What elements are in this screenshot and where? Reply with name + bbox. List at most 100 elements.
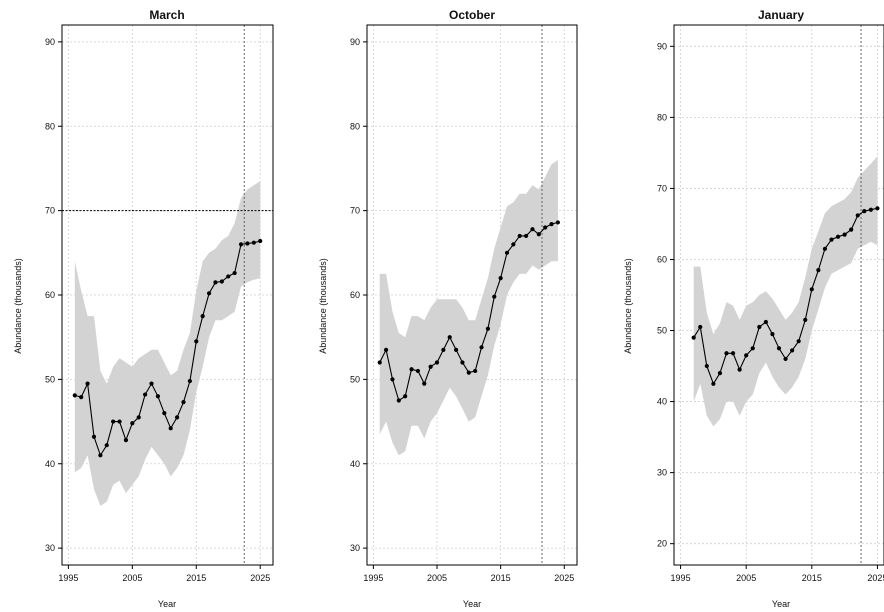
data-point bbox=[377, 360, 382, 365]
data-point bbox=[136, 415, 141, 420]
panel-title: March bbox=[149, 8, 184, 22]
data-point bbox=[226, 274, 231, 279]
y-axis-label: Abundance (thousands) bbox=[623, 258, 633, 354]
y-tick-label: 30 bbox=[657, 468, 667, 478]
data-point bbox=[258, 238, 263, 244]
data-point bbox=[796, 339, 801, 344]
data-point bbox=[200, 313, 205, 319]
x-tick-label: 2025 bbox=[554, 573, 574, 583]
x-tick-label: 2015 bbox=[802, 573, 822, 583]
x-tick-label: 1995 bbox=[58, 573, 78, 583]
data-point bbox=[842, 232, 847, 237]
y-tick-label: 90 bbox=[350, 37, 360, 47]
x-axis-label: Year bbox=[158, 599, 176, 609]
data-point bbox=[835, 234, 841, 239]
data-point bbox=[409, 367, 414, 372]
data-point bbox=[479, 345, 484, 350]
data-point bbox=[875, 206, 880, 211]
data-point bbox=[187, 378, 192, 384]
data-point bbox=[498, 276, 503, 281]
data-point bbox=[492, 294, 497, 299]
panel-title: January bbox=[758, 8, 804, 22]
data-point bbox=[396, 398, 401, 403]
y-tick-label: 80 bbox=[657, 112, 667, 122]
y-tick-label: 70 bbox=[657, 183, 667, 193]
data-point bbox=[862, 209, 867, 214]
panel-title: October bbox=[449, 8, 495, 22]
data-point bbox=[517, 233, 522, 239]
confidence-band bbox=[379, 160, 558, 456]
data-point bbox=[704, 363, 709, 369]
data-point bbox=[85, 381, 90, 386]
y-tick-label: 20 bbox=[657, 539, 667, 549]
x-tick-label: 2015 bbox=[186, 573, 206, 583]
data-point bbox=[149, 381, 154, 386]
panel-january: January Year Abundance (thousands) 20 30 4… bbox=[623, 8, 884, 609]
data-point bbox=[744, 353, 749, 358]
x-axis-label: Year bbox=[772, 599, 790, 609]
data-point bbox=[790, 348, 795, 353]
data-point bbox=[750, 346, 755, 351]
data-point bbox=[123, 438, 129, 443]
data-point bbox=[868, 207, 873, 212]
data-point bbox=[829, 237, 834, 242]
panel-march: March Year Abundance (thousands) 30 40 50 6… bbox=[13, 8, 274, 609]
data-point bbox=[691, 335, 696, 340]
data-point bbox=[466, 370, 471, 375]
y-tick-label: 80 bbox=[350, 121, 360, 131]
y-tick-label: 50 bbox=[657, 326, 667, 336]
data-point bbox=[485, 326, 491, 331]
y-tick-label: 60 bbox=[657, 254, 667, 264]
data-point bbox=[162, 411, 167, 416]
data-point bbox=[724, 351, 729, 356]
confidence-band bbox=[693, 156, 878, 427]
y-tick-label: 40 bbox=[45, 459, 55, 469]
x-tick-label: 1995 bbox=[363, 573, 383, 583]
data-point bbox=[473, 368, 478, 374]
data-point bbox=[434, 360, 440, 365]
data-point bbox=[698, 324, 703, 330]
x-tick-label: 2005 bbox=[427, 573, 447, 583]
y-tick-label: 80 bbox=[45, 121, 55, 131]
data-point bbox=[504, 250, 510, 255]
data-point bbox=[206, 291, 212, 296]
data-point bbox=[168, 426, 173, 431]
data-point bbox=[447, 335, 452, 340]
data-point bbox=[251, 240, 256, 245]
data-point bbox=[174, 415, 180, 420]
y-tick-label: 70 bbox=[350, 206, 360, 216]
y-tick-label: 60 bbox=[45, 290, 55, 300]
data-point bbox=[555, 220, 561, 225]
data-point bbox=[422, 381, 427, 386]
data-point bbox=[232, 270, 237, 276]
data-point bbox=[181, 400, 186, 405]
data-point bbox=[453, 347, 459, 352]
data-point bbox=[511, 242, 516, 247]
data-point bbox=[213, 280, 218, 285]
plot-frame bbox=[673, 24, 884, 566]
data-point bbox=[79, 394, 84, 400]
y-tick-label: 90 bbox=[45, 37, 55, 47]
data-point bbox=[530, 227, 535, 232]
data-point bbox=[737, 367, 742, 372]
data-point bbox=[757, 324, 762, 330]
data-point bbox=[104, 443, 109, 448]
data-point bbox=[91, 434, 97, 439]
y-tick-label: 40 bbox=[350, 459, 360, 469]
data-point bbox=[130, 421, 135, 426]
data-point bbox=[111, 419, 116, 424]
data-point bbox=[855, 213, 860, 218]
data-point bbox=[770, 331, 775, 337]
data-point bbox=[809, 287, 814, 292]
data-point bbox=[816, 268, 821, 273]
data-point bbox=[117, 419, 122, 424]
data-point bbox=[803, 317, 808, 322]
data-point bbox=[390, 377, 395, 382]
data-point bbox=[143, 392, 148, 397]
data-point bbox=[428, 364, 433, 369]
x-tick-label: 2005 bbox=[736, 573, 756, 583]
data-point bbox=[219, 279, 224, 284]
y-tick-label: 40 bbox=[657, 397, 667, 407]
x-tick-label: 1995 bbox=[671, 573, 691, 583]
x-tick-label: 2005 bbox=[122, 573, 142, 583]
